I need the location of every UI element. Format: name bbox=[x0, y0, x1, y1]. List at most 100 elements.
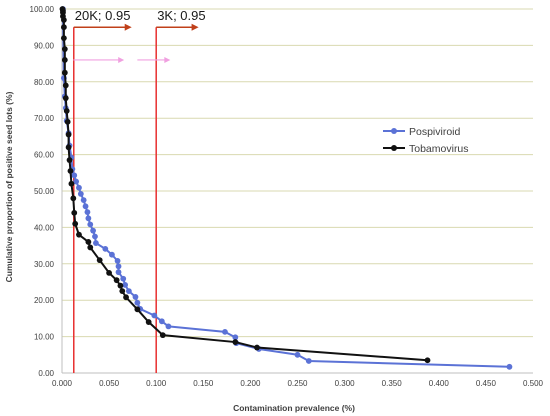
data-point bbox=[85, 215, 92, 222]
x-axis-title: Contamination prevalence (%) bbox=[233, 403, 355, 413]
data-point bbox=[254, 344, 260, 351]
y-tick-label: 0.00 bbox=[38, 369, 54, 378]
x-tick-label: 0.450 bbox=[476, 379, 497, 388]
data-point bbox=[93, 240, 99, 246]
x-tick-label: 0.300 bbox=[335, 379, 356, 388]
data-point bbox=[117, 282, 124, 289]
x-tick-label: 0.350 bbox=[382, 379, 403, 388]
y-tick-label: 90.00 bbox=[34, 41, 55, 50]
data-point bbox=[70, 195, 77, 202]
y-axis-title: Cumulative proportion of positive seed l… bbox=[4, 91, 14, 282]
data-point bbox=[65, 144, 72, 151]
x-tick-label: 0.500 bbox=[523, 379, 544, 388]
legend: Pospiviroid Tobamovirus bbox=[383, 126, 469, 155]
data-point bbox=[61, 57, 68, 63]
x-tick-label: 0.250 bbox=[287, 379, 308, 388]
y-tick-label: 70.00 bbox=[34, 114, 55, 123]
x-tick-label: 0.100 bbox=[146, 379, 167, 388]
data-point bbox=[65, 131, 72, 138]
data-point bbox=[71, 172, 78, 179]
data-point bbox=[92, 233, 98, 240]
x-tick-label: 0.150 bbox=[193, 379, 214, 388]
data-point bbox=[87, 221, 94, 228]
data-point bbox=[294, 351, 301, 358]
annotation-arrow-head bbox=[191, 23, 199, 31]
annotation-label: 3K; 0.95 bbox=[157, 8, 205, 23]
legend-label: Pospiviroid bbox=[409, 126, 461, 138]
data-point bbox=[60, 24, 67, 31]
y-tick-label: 80.00 bbox=[34, 78, 55, 87]
x-axis-ticks: 0.000 0.050 0.100 0.150 0.200 0.250 0.300 0.350… bbox=[52, 379, 544, 388]
y-tick-label: 40.00 bbox=[34, 223, 55, 232]
data-point bbox=[62, 82, 69, 89]
data-point bbox=[96, 257, 103, 264]
data-point bbox=[151, 312, 158, 319]
data-point bbox=[305, 358, 312, 364]
plot-area bbox=[61, 9, 533, 374]
y-tick-label: 10.00 bbox=[34, 333, 55, 342]
data-point bbox=[506, 363, 513, 370]
data-point bbox=[84, 209, 91, 216]
data-point bbox=[102, 245, 109, 252]
data-point bbox=[59, 6, 66, 12]
data-point bbox=[60, 35, 67, 42]
data-point bbox=[71, 209, 78, 216]
faint-arrow-head bbox=[118, 56, 125, 63]
data-point bbox=[109, 251, 115, 258]
data-point bbox=[165, 323, 172, 330]
data-point bbox=[424, 357, 431, 364]
data-point bbox=[145, 319, 152, 325]
y-tick-label: 60.00 bbox=[34, 151, 55, 160]
series-line-pospiviroid bbox=[61, 8, 510, 368]
annotations: 20K; 0.95 3K; 0.95 bbox=[73, 8, 206, 63]
data-point bbox=[64, 118, 71, 125]
legend-swatch-marker bbox=[391, 128, 397, 134]
annotation-arrow-head bbox=[124, 23, 132, 31]
data-point bbox=[68, 180, 75, 187]
data-point bbox=[82, 203, 89, 210]
y-axis-ticks: 0.00 10.00 20.00 30.00 40.00 50.00 60.00 70.00 8… bbox=[30, 5, 55, 378]
data-point bbox=[87, 244, 94, 251]
data-point bbox=[159, 332, 166, 339]
y-tick-label: 50.00 bbox=[34, 187, 55, 196]
data-point bbox=[123, 294, 129, 301]
data-point bbox=[122, 282, 129, 288]
data-point bbox=[72, 220, 79, 227]
legend-swatch-marker bbox=[391, 145, 397, 151]
x-tick-label: 0.400 bbox=[429, 379, 450, 388]
series-line-tobamovirus bbox=[61, 8, 428, 362]
data-point bbox=[61, 46, 68, 52]
data-point bbox=[134, 299, 141, 306]
data-point bbox=[113, 277, 120, 284]
y-tick-label: 30.00 bbox=[34, 260, 55, 269]
x-tick-label: 0.050 bbox=[99, 379, 120, 388]
data-point bbox=[106, 270, 112, 276]
data-point bbox=[120, 275, 127, 282]
faint-arrow-head bbox=[164, 56, 171, 63]
data-point bbox=[232, 334, 239, 341]
series bbox=[59, 6, 513, 370]
data-point bbox=[85, 239, 92, 245]
data-point bbox=[115, 269, 122, 276]
data-point bbox=[62, 95, 69, 102]
annotation-label: 20K; 0.95 bbox=[75, 8, 131, 23]
y-tick-label: 20.00 bbox=[34, 296, 55, 305]
data-point bbox=[77, 191, 84, 197]
data-point bbox=[232, 339, 239, 345]
data-point bbox=[134, 306, 141, 313]
legend-label: Tobamovirus bbox=[409, 143, 469, 155]
data-point bbox=[125, 288, 132, 294]
data-point bbox=[73, 178, 80, 185]
data-point bbox=[76, 184, 82, 191]
data-point bbox=[158, 318, 165, 325]
x-tick-label: 0.200 bbox=[240, 379, 261, 388]
data-point bbox=[132, 294, 139, 300]
y-tick-label: 100.00 bbox=[30, 5, 55, 14]
x-tick-label: 0.000 bbox=[52, 379, 73, 388]
data-point bbox=[76, 231, 82, 238]
data-point bbox=[114, 257, 121, 264]
data-point bbox=[90, 227, 96, 234]
data-point bbox=[115, 263, 122, 270]
data-point bbox=[119, 288, 126, 294]
